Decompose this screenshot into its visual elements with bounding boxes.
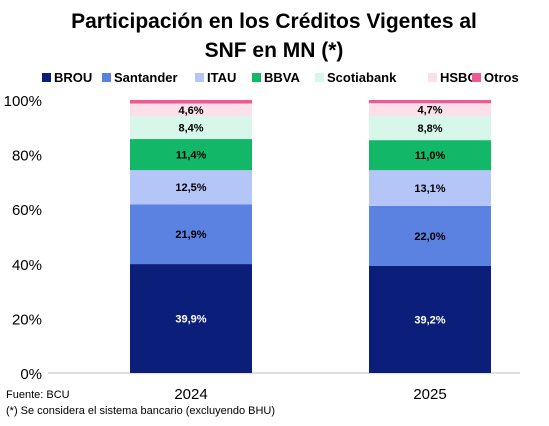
chart-title-line2: SNF en MN (*) (205, 39, 344, 62)
data-label-brou-2024: 39,9% (175, 314, 206, 326)
x-tick-label-2024: 2024 (174, 386, 207, 403)
source-note: Fuente: BCU (6, 389, 70, 401)
bar-segment-otros-2024 (130, 100, 252, 104)
footnote: (*) Se considera el sistema bancario (ex… (6, 405, 276, 417)
chart-title-line1: Participación en los Créditos Vigentes a… (71, 10, 477, 33)
legend-swatch-scotiabank (315, 73, 324, 82)
y-tick-label: 40% (12, 257, 42, 274)
data-label-brou-2025: 39,2% (414, 314, 445, 326)
data-label-itau-2025: 13,1% (414, 183, 445, 195)
y-tick-label: 0% (20, 366, 42, 383)
legend-label-brou: BROU (54, 70, 92, 85)
y-tick-label: 60% (12, 202, 42, 219)
bar-segment-scotiabank-2025 (369, 116, 491, 141)
data-label-santander-2024: 21,9% (175, 229, 206, 241)
bars: 39,9% 21,9% 12,5% 11,4% 8,4% 4,6% 39,2% 22,0% 13… (130, 100, 491, 373)
bar-segment-santander-2025 (369, 205, 491, 266)
bar-segment-brou-2024 (130, 264, 252, 373)
y-tick-label: 100% (4, 93, 42, 110)
legend-swatch-hsbc (428, 73, 437, 82)
bar-segment-bbva-2025 (369, 140, 491, 171)
legend-label-bbva: BBVA (264, 70, 300, 85)
x-tick-label-2025: 2025 (413, 386, 446, 403)
bar-segment-itau-2025 (369, 170, 491, 206)
legend-label-itau: ITAU (207, 70, 236, 85)
legend-swatch-bbva (252, 73, 261, 82)
bar-segment-scotiabank-2024 (130, 116, 252, 140)
x-axis: 2024 2025 (174, 386, 446, 403)
data-label-bbva-2025: 11,0% (415, 150, 446, 162)
bar-segment-hsbc-2025 (369, 103, 491, 117)
legend-swatch-itau (195, 73, 204, 82)
bar-segment-santander-2024 (130, 204, 252, 265)
legend-label-scotiabank: Scotiabank (327, 70, 397, 85)
bar-segment-brou-2025 (369, 265, 491, 373)
legend-swatch-brou (42, 73, 51, 82)
chart-legend: BROU Santander ITAU BBVA Scotiabank HSBC Otros (42, 70, 519, 85)
data-label-bbva-2024: 11,4% (176, 150, 207, 162)
bar-segment-hsbc-2024 (130, 103, 252, 117)
legend-label-otros: Otros (484, 70, 519, 85)
bar-segment-itau-2024 (130, 170, 252, 205)
bar-segment-bbva-2024 (130, 139, 252, 171)
legend-label-hsbc: HSBC (440, 70, 477, 85)
y-tick-label: 20% (12, 311, 42, 328)
bar-segment-otros-2025 (369, 100, 491, 104)
data-label-santander-2025: 22,0% (414, 231, 445, 243)
legend-swatch-otros (472, 73, 481, 82)
legend-label-santander: Santander (114, 70, 178, 85)
data-label-hsbc-2025: 4,7% (417, 105, 442, 117)
data-label-scotiabank-2025: 8,8% (417, 123, 442, 135)
y-tick-label: 80% (12, 148, 42, 165)
data-label-itau-2024: 12,5% (175, 182, 206, 194)
data-label-scotiabank-2024: 8,4% (178, 123, 203, 135)
legend-swatch-santander (102, 73, 111, 82)
data-label-hsbc-2024: 4,6% (178, 105, 203, 117)
y-axis: 0% 20% 40% 60% 80% 100% (4, 93, 42, 383)
